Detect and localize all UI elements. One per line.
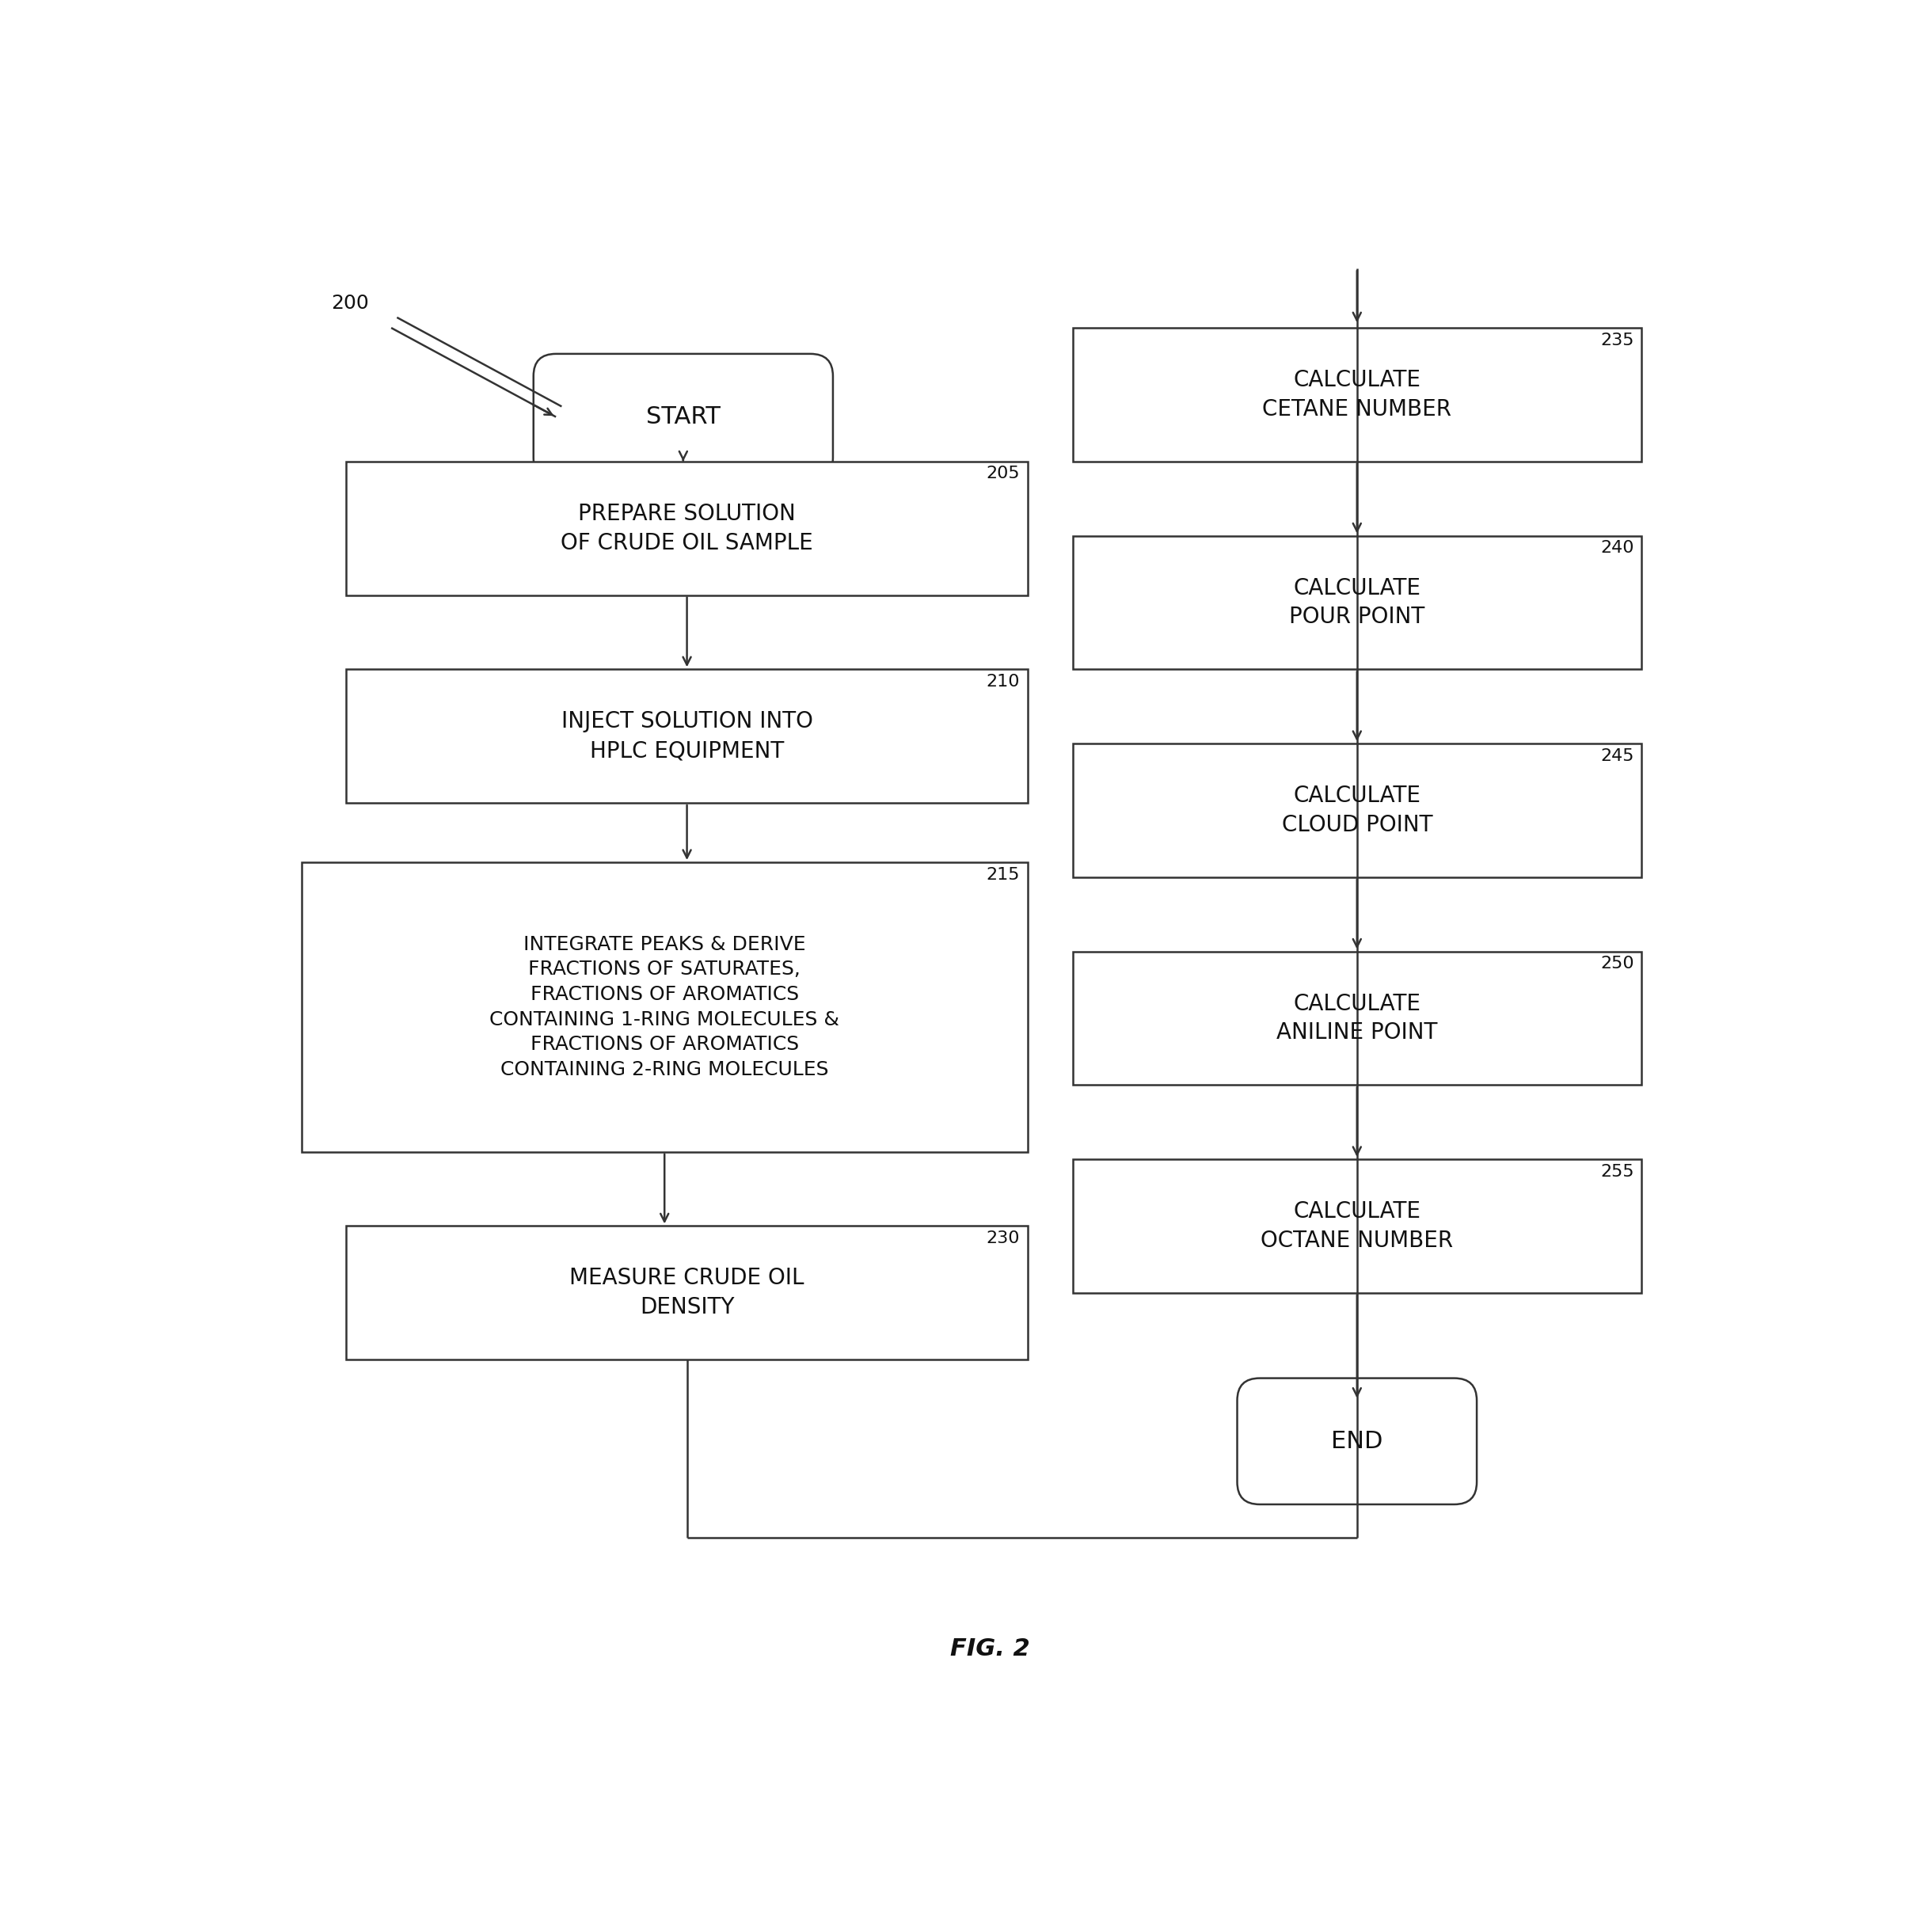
- Text: INJECT SOLUTION INTO
HPLC EQUIPMENT: INJECT SOLUTION INTO HPLC EQUIPMENT: [560, 710, 813, 762]
- FancyBboxPatch shape: [1236, 1379, 1476, 1504]
- Text: END: END: [1331, 1431, 1383, 1454]
- Text: CALCULATE
OCTANE NUMBER: CALCULATE OCTANE NUMBER: [1262, 1201, 1453, 1251]
- Text: CALCULATE
CETANE NUMBER: CALCULATE CETANE NUMBER: [1262, 368, 1451, 420]
- Text: FIG. 2: FIG. 2: [951, 1637, 1030, 1660]
- Bar: [1072, 328, 1642, 461]
- Text: 235: 235: [1600, 332, 1634, 349]
- Text: MEASURE CRUDE OIL
DENSITY: MEASURE CRUDE OIL DENSITY: [570, 1267, 804, 1319]
- Text: 230: 230: [987, 1230, 1020, 1245]
- Text: 245: 245: [1600, 748, 1634, 763]
- Text: 240: 240: [1600, 540, 1634, 555]
- Bar: [1072, 1159, 1642, 1294]
- Bar: [1072, 951, 1642, 1085]
- Text: 255: 255: [1600, 1165, 1634, 1180]
- Text: 210: 210: [987, 673, 1020, 690]
- Text: PREPARE SOLUTION
OF CRUDE OIL SAMPLE: PREPARE SOLUTION OF CRUDE OIL SAMPLE: [560, 503, 813, 553]
- Bar: [1072, 744, 1642, 877]
- Bar: [301, 862, 1028, 1151]
- Text: INTEGRATE PEAKS & DERIVE
FRACTIONS OF SATURATES,
FRACTIONS OF AROMATICS
CONTAINI: INTEGRATE PEAKS & DERIVE FRACTIONS OF SA…: [489, 935, 838, 1080]
- Text: 215: 215: [987, 868, 1020, 883]
- Bar: [346, 669, 1028, 802]
- Text: START: START: [645, 405, 721, 428]
- Text: 205: 205: [987, 467, 1020, 482]
- Bar: [1072, 536, 1642, 669]
- FancyBboxPatch shape: [533, 355, 833, 480]
- Text: 250: 250: [1600, 956, 1634, 972]
- Text: CALCULATE
POUR POINT: CALCULATE POUR POINT: [1289, 576, 1424, 629]
- Text: CALCULATE
ANILINE POINT: CALCULATE ANILINE POINT: [1277, 993, 1437, 1043]
- Text: CALCULATE
CLOUD POINT: CALCULATE CLOUD POINT: [1281, 785, 1432, 837]
- Bar: [346, 1226, 1028, 1359]
- Bar: [346, 461, 1028, 596]
- Text: 200: 200: [332, 293, 369, 312]
